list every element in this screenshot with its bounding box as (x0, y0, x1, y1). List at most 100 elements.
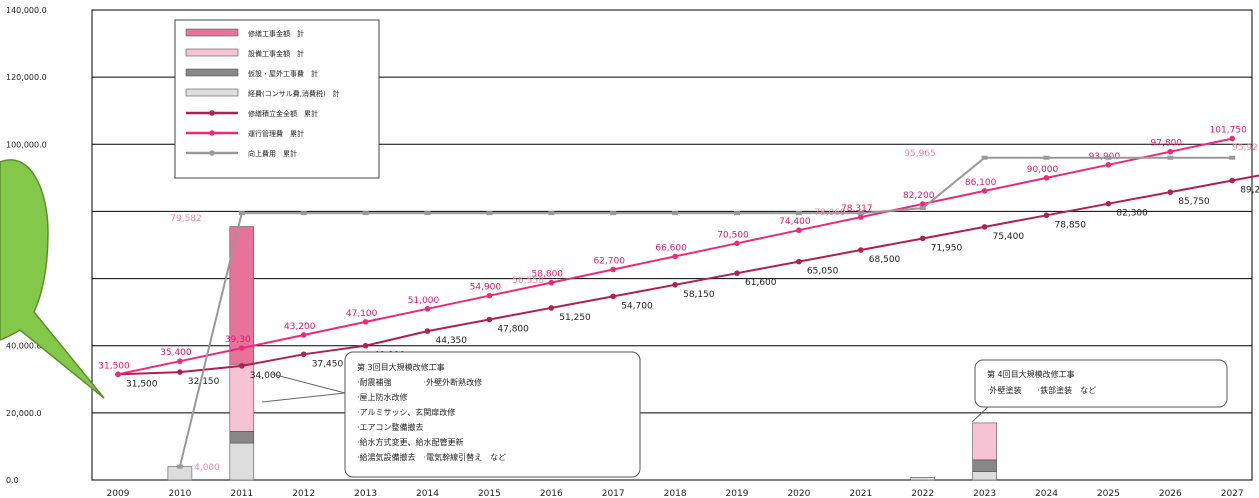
data-point (919, 201, 926, 207)
y-tick-label: 20,000.0 (6, 409, 42, 418)
legend-box (174, 19, 380, 179)
data-point (610, 293, 616, 300)
data-point (176, 464, 183, 469)
data-point (858, 214, 864, 220)
data-label: 70,500 (717, 230, 749, 240)
x-tick-label: 2026 (1159, 489, 1182, 498)
legend-swatch (209, 150, 215, 156)
data-point (981, 188, 988, 194)
data-point (610, 266, 616, 273)
data-point (424, 305, 431, 312)
data-label: 97,800 (1151, 139, 1183, 149)
data-label: 47,800 (497, 325, 529, 335)
annotation-box (344, 351, 641, 478)
legend-swatch (209, 130, 215, 136)
legend-label: 向上費用 累計 (248, 149, 297, 158)
legend-swatch (185, 88, 239, 97)
annotation-pointer (271, 373, 346, 394)
data-point (238, 211, 245, 216)
x-tick-label: 2016 (540, 489, 563, 498)
data-label: 68,500 (869, 255, 901, 265)
data-label: 32,150 (188, 377, 220, 387)
series-line (178, 156, 1233, 467)
data-point (362, 319, 369, 325)
data-point (919, 206, 926, 211)
x-tick-label: 2014 (416, 489, 439, 498)
x-tick-label: 2024 (1035, 489, 1058, 498)
data-point (734, 240, 740, 247)
data-point (177, 369, 183, 375)
data-label: 61,600 (745, 278, 777, 288)
data-label: 51,250 (559, 313, 591, 323)
annotation-text: ·給水方式変更、給水配管更新 (357, 437, 464, 447)
data-label: 62,700 (593, 257, 625, 267)
legend-label: 修繕積立金全額 累計 (248, 109, 318, 118)
data-label: 51,000 (408, 296, 440, 306)
data-point (734, 270, 740, 277)
y-tick-label: 0.0 (6, 476, 19, 485)
x-tick-label: 2011 (230, 489, 253, 498)
data-label: 89,200 (1240, 186, 1259, 196)
data-label: 101,750 (1210, 126, 1247, 136)
data-label: 35,400 (160, 348, 192, 358)
data-point (548, 279, 555, 286)
y-tick-label: 120,000.0 (6, 73, 47, 82)
data-point (857, 211, 864, 216)
data-point (1105, 161, 1112, 168)
data-label: 71,950 (931, 243, 963, 253)
x-tick-label: 2012 (292, 489, 315, 498)
data-label: 82,200 (903, 191, 935, 201)
y-tick-label: 100,000.0 (6, 140, 47, 149)
annotation-text: ·アルミサッシ、玄関扉改修 (357, 407, 455, 417)
data-point (672, 211, 679, 216)
data-point (858, 247, 864, 253)
data-point (548, 211, 555, 216)
x-tick-label: 2009 (107, 489, 130, 498)
legend-label: 仮設・屋外工事費 計 (248, 69, 318, 78)
x-tick-label: 2027 (1221, 489, 1244, 498)
annotation-text: 第 4回目大規模改修工事 (987, 369, 1075, 379)
bar-segment (229, 431, 255, 444)
annotation-text: ·耐震補強 ·外壁外断熱改修 (357, 377, 482, 387)
annotation-box (974, 359, 1228, 408)
data-label: 78,069 (814, 208, 846, 218)
data-label: 95,965 (904, 149, 936, 159)
speech-bubble-icon (0, 159, 105, 399)
data-point (177, 358, 183, 364)
data-point (795, 211, 802, 216)
legend-swatch (185, 68, 239, 77)
data-label: 54,900 (470, 283, 502, 293)
legend-label: 経費(コンサル費,消費税) 計 (248, 89, 340, 98)
data-point (1167, 148, 1174, 155)
data-point (796, 227, 802, 234)
x-tick-label: 2023 (973, 489, 996, 498)
data-point (548, 305, 555, 311)
bar-segment (910, 477, 936, 481)
x-tick-label: 2018 (664, 489, 687, 498)
data-label: 47,100 (346, 309, 378, 319)
data-label: 66,600 (655, 243, 687, 253)
data-point (300, 351, 307, 358)
data-point (1105, 200, 1112, 207)
data-label: 39,30 (225, 335, 251, 345)
bar-segment (167, 466, 193, 481)
annotation-pointer (971, 406, 989, 423)
data-point (1167, 155, 1174, 160)
data-point (610, 211, 617, 216)
data-label: 58,150 (683, 290, 715, 300)
bar-segment (972, 459, 997, 472)
data-point (981, 155, 988, 160)
data-point (239, 363, 245, 369)
data-point (981, 224, 988, 230)
data-point (239, 345, 245, 351)
data-point (1043, 155, 1050, 160)
legend-label: 運行管理費 累計 (248, 129, 304, 138)
annotation-text: ·外壁塗装 ·鉄部塗装 など (987, 385, 1096, 395)
data-label: 74,400 (779, 217, 811, 227)
data-label: 79,582 (170, 214, 202, 224)
data-point (486, 211, 493, 216)
data-point (1229, 177, 1235, 184)
data-point (672, 281, 678, 288)
x-tick-label: 2021 (849, 489, 872, 498)
data-label: 58,800 (532, 270, 564, 280)
